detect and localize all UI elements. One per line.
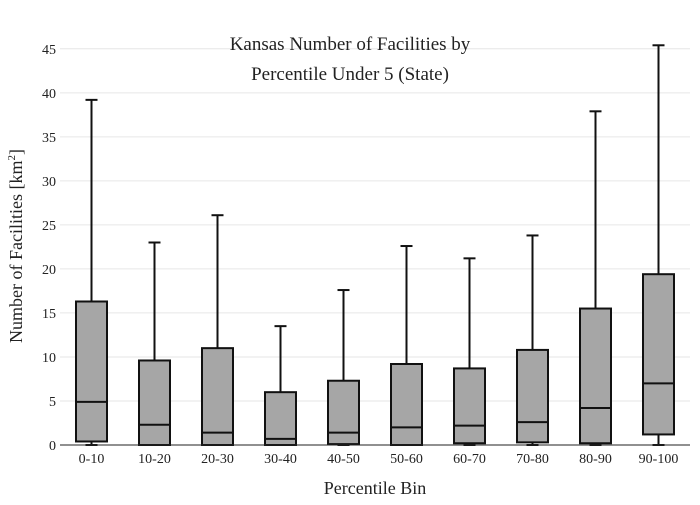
x-tick-label: 0-10: [79, 452, 105, 467]
box-90-100: [642, 44, 675, 446]
box-20-30: [201, 214, 234, 446]
y-axis-title-superscript: 2: [6, 155, 18, 161]
x-tick-label: 70-80: [516, 452, 549, 467]
y-tick-label: 5: [49, 395, 56, 410]
box-70-80: [516, 234, 549, 446]
iqr-box: [327, 379, 360, 446]
box-60-70: [453, 257, 486, 446]
y-axis-title: Number of Facilities [km2]: [6, 149, 26, 343]
iqr-box: [516, 348, 549, 444]
box-10-20: [138, 241, 171, 447]
x-axis-title: Percentile Bin: [324, 478, 426, 498]
iqr-box: [453, 367, 486, 445]
box-layer: [75, 44, 675, 447]
x-tick-label: 80-90: [579, 452, 612, 467]
iqr-box: [579, 307, 612, 445]
box-30-40: [264, 325, 297, 447]
x-tick-label: 90-100: [639, 452, 679, 467]
y-tick-label: 45: [42, 43, 56, 58]
x-tick-label: 30-40: [264, 452, 297, 467]
iqr-box: [138, 359, 171, 447]
chart-title-line-1: Kansas Number of Facilities by: [230, 34, 471, 55]
box-50-60: [390, 245, 423, 446]
x-tick-label: 40-50: [327, 452, 360, 467]
y-tick-label: 20: [42, 263, 56, 278]
box-80-90: [579, 110, 612, 446]
y-tick-labels: 0 5 10 15 20 25 30 35 40 45: [42, 43, 56, 454]
x-tick-label: 10-20: [138, 452, 171, 467]
box-0-10: [75, 98, 108, 446]
iqr-box: [75, 300, 108, 443]
x-tick-label: 50-60: [390, 452, 423, 467]
y-tick-label: 35: [42, 131, 56, 146]
x-tick-label: 60-70: [453, 452, 486, 467]
y-tick-label: 30: [42, 175, 56, 190]
iqr-box: [642, 273, 675, 436]
x-tick-label: 20-30: [201, 452, 234, 467]
box-40-50: [327, 289, 360, 446]
y-tick-label: 40: [42, 87, 56, 102]
y-tick-label: 25: [42, 219, 56, 234]
iqr-box: [264, 391, 297, 447]
x-tick-labels: 0-10 10-20 20-30 30-40 40-50 50-60 60-70 70-80 8…: [79, 452, 679, 467]
y-axis-title-close: ]: [6, 149, 26, 155]
grid-layer: [60, 48, 690, 402]
y-tick-label: 15: [42, 307, 56, 322]
iqr-box: [390, 363, 423, 446]
y-tick-label: 0: [49, 439, 56, 454]
iqr-box: [201, 347, 234, 446]
y-tick-label: 10: [42, 351, 56, 366]
chart-title-line-2: Percentile Under 5 (State): [251, 64, 449, 85]
y-axis-title-main: Number of Facilities [km: [6, 161, 26, 343]
